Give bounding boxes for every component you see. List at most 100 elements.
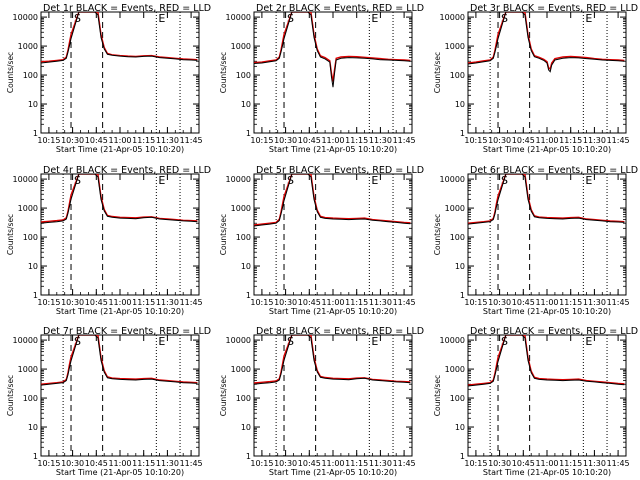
x-tick-label: 10:15 bbox=[250, 136, 273, 145]
panel-title: Det 8r BLACK = Events, RED = LLD bbox=[256, 326, 424, 337]
y-tick-label: 10 bbox=[28, 262, 38, 271]
events-series-line bbox=[468, 174, 625, 225]
x-tick-label: 11:45 bbox=[607, 298, 630, 307]
x-tick-label: 10:15 bbox=[464, 298, 487, 307]
y-tick-label: 10000 bbox=[13, 175, 38, 184]
y-axis-label: Counts/sec bbox=[6, 214, 15, 255]
panel-title: Det 1r BLACK = Events, RED = LLD bbox=[43, 3, 211, 14]
marker-s-label: S bbox=[287, 174, 294, 187]
x-tick-label: 10:45 bbox=[85, 136, 108, 145]
panel-5: Det 5r BLACK = Events, RED = LLD 1 10 100 10… bbox=[219, 165, 424, 316]
y-tick-label: 10 bbox=[28, 100, 38, 109]
x-tick-label: 11:15 bbox=[132, 298, 155, 307]
x-tick-label: 11:15 bbox=[345, 136, 368, 145]
y-tick-label: 1 bbox=[33, 291, 38, 300]
y-tick-label: 10 bbox=[241, 262, 251, 271]
x-tick-label: 10:30 bbox=[61, 136, 84, 145]
panel-title: Det 4r BLACK = Events, RED = LLD bbox=[43, 165, 211, 176]
x-tick-label: 11:15 bbox=[559, 136, 582, 145]
x-tick-label: 10:30 bbox=[488, 459, 511, 468]
events-series-line bbox=[41, 174, 198, 224]
lld-series-line bbox=[468, 335, 625, 386]
y-tick-label: 10000 bbox=[226, 13, 251, 22]
lld-series-line bbox=[468, 174, 625, 224]
y-tick-label: 1000 bbox=[18, 204, 38, 213]
y-tick-label: 1 bbox=[33, 452, 38, 461]
x-tick-label: 11:30 bbox=[583, 298, 606, 307]
lld-series-line bbox=[41, 174, 198, 223]
y-tick-label: 1 bbox=[246, 452, 251, 461]
x-tick-label: 11:45 bbox=[393, 298, 416, 307]
events-series-line bbox=[468, 335, 625, 387]
marker-s-label: S bbox=[74, 174, 81, 187]
marker-s-label: S bbox=[501, 174, 508, 187]
x-tick-label: 10:15 bbox=[37, 459, 60, 468]
plot-frame bbox=[467, 11, 627, 134]
x-tick-label: 11:00 bbox=[321, 459, 344, 468]
y-tick-label: 100 bbox=[450, 71, 465, 80]
panel-2: Det 2r BLACK = Events, RED = LLD 1 10 100 10… bbox=[219, 3, 424, 154]
x-tick-label: 10:30 bbox=[274, 136, 297, 145]
x-tick-label: 10:45 bbox=[85, 298, 108, 307]
y-tick-label: 100 bbox=[23, 233, 38, 242]
marker-e-label: E bbox=[585, 335, 592, 348]
y-axis-label: Counts/sec bbox=[433, 214, 442, 255]
events-series-line bbox=[41, 335, 198, 386]
lld-series-line bbox=[41, 335, 198, 385]
y-tick-label: 1000 bbox=[18, 365, 38, 374]
x-tick-label: 10:45 bbox=[512, 298, 535, 307]
y-tick-label: 1 bbox=[460, 291, 465, 300]
plot-frame bbox=[253, 11, 413, 134]
y-tick-label: 100 bbox=[450, 233, 465, 242]
events-series-line bbox=[254, 12, 411, 88]
y-tick-label: 10 bbox=[241, 423, 251, 432]
x-axis-label: Start Time (21-Apr-05 10:10:20) bbox=[56, 307, 184, 316]
panel-1: Det 1r BLACK = Events, RED = LLD 1 10 100 10… bbox=[6, 3, 211, 154]
x-tick-label: 10:45 bbox=[298, 136, 321, 145]
panel-7: Det 7r BLACK = Events, RED = LLD 1 10 100 10… bbox=[6, 326, 211, 477]
y-tick-label: 100 bbox=[236, 233, 251, 242]
y-tick-label: 1 bbox=[246, 291, 251, 300]
x-tick-label: 11:45 bbox=[180, 298, 203, 307]
y-axis-label: Counts/sec bbox=[219, 52, 228, 93]
y-tick-label: 10000 bbox=[440, 175, 465, 184]
panel-title: Det 7r BLACK = Events, RED = LLD bbox=[43, 326, 211, 337]
marker-s-label: S bbox=[501, 12, 508, 25]
y-tick-label: 10000 bbox=[13, 13, 38, 22]
marker-s-label: S bbox=[501, 335, 508, 348]
marker-e-label: E bbox=[585, 174, 592, 187]
x-tick-label: 10:30 bbox=[274, 298, 297, 307]
panel-title: Det 2r BLACK = Events, RED = LLD bbox=[256, 3, 424, 14]
panel-title: Det 9r BLACK = Events, RED = LLD bbox=[470, 326, 638, 337]
y-tick-label: 10000 bbox=[440, 13, 465, 22]
y-tick-label: 1000 bbox=[445, 42, 465, 51]
y-tick-label: 100 bbox=[23, 71, 38, 80]
lld-series-line bbox=[254, 335, 411, 384]
events-series-line bbox=[254, 174, 411, 227]
y-tick-label: 1 bbox=[460, 452, 465, 461]
x-tick-label: 11:15 bbox=[345, 298, 368, 307]
x-axis-label: Start Time (21-Apr-05 10:10:20) bbox=[56, 468, 184, 477]
lld-series-line bbox=[254, 12, 411, 82]
x-tick-label: 10:15 bbox=[464, 136, 487, 145]
plot-frame bbox=[467, 334, 627, 457]
y-tick-label: 10000 bbox=[226, 175, 251, 184]
x-tick-label: 11:45 bbox=[393, 459, 416, 468]
x-tick-label: 10:30 bbox=[274, 459, 297, 468]
x-tick-label: 10:45 bbox=[298, 298, 321, 307]
x-tick-label: 11:00 bbox=[321, 136, 344, 145]
panel-6: Det 6r BLACK = Events, RED = LLD 1 10 100 10… bbox=[433, 165, 638, 316]
x-tick-label: 11:45 bbox=[607, 459, 630, 468]
events-series-line bbox=[254, 335, 411, 385]
x-tick-label: 11:15 bbox=[559, 459, 582, 468]
y-tick-label: 100 bbox=[450, 394, 465, 403]
x-tick-label: 11:15 bbox=[345, 459, 368, 468]
y-tick-label: 1000 bbox=[231, 365, 251, 374]
x-axis-label: Start Time (21-Apr-05 10:10:20) bbox=[483, 307, 611, 316]
plot-frame bbox=[40, 11, 200, 134]
y-tick-label: 1000 bbox=[231, 42, 251, 51]
x-tick-label: 11:30 bbox=[369, 136, 392, 145]
x-tick-label: 11:00 bbox=[535, 298, 558, 307]
y-axis-label: Counts/sec bbox=[6, 52, 15, 93]
x-tick-label: 10:30 bbox=[488, 136, 511, 145]
